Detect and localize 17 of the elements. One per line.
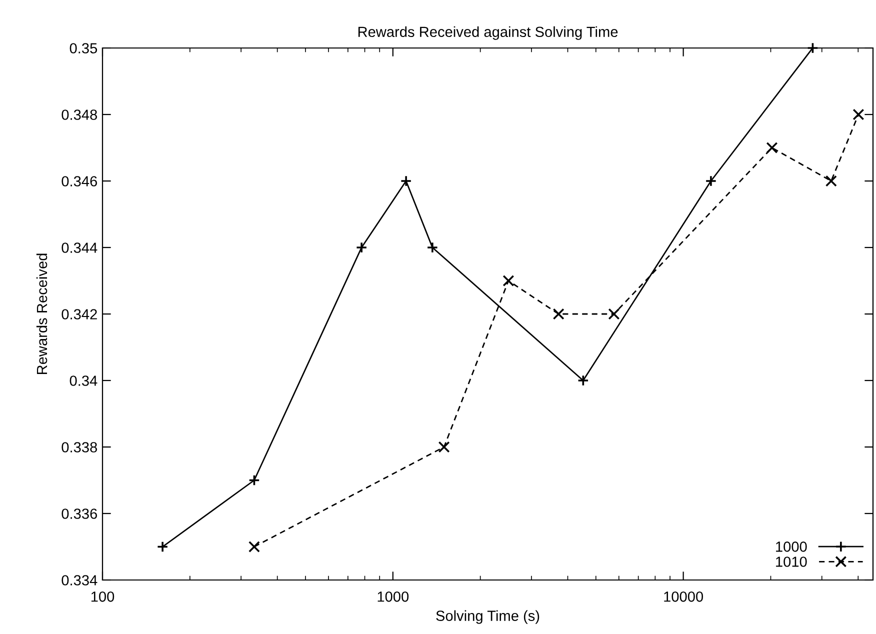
y-tick-label: 0.336 — [62, 508, 97, 519]
y-tick-label: 0.344 — [62, 242, 98, 253]
chart-title: Rewards Received against Solving Time — [358, 26, 618, 40]
y-tick-label: 0.34 — [70, 376, 98, 386]
y-tick-label: 0.334 — [62, 575, 98, 586]
y-tick-label: 0.338 — [62, 442, 98, 452]
x-tick-label: 1000 — [378, 591, 409, 602]
y-axis-title: Rewards Received — [36, 254, 48, 374]
y-tick-label: 0.348 — [62, 110, 98, 120]
x-tick-label: 100 — [91, 591, 114, 602]
legend-label: 1000 — [776, 542, 807, 552]
y-tick-label: 0.35 — [70, 43, 98, 54]
y-tick-label: 0.346 — [62, 176, 97, 186]
x-tick-label: 10000 — [664, 591, 704, 602]
legend-label: 1010 — [776, 556, 807, 567]
y-tick-label: 0.342 — [62, 309, 97, 320]
x-axis-title: Solving Time (s) — [436, 610, 540, 624]
